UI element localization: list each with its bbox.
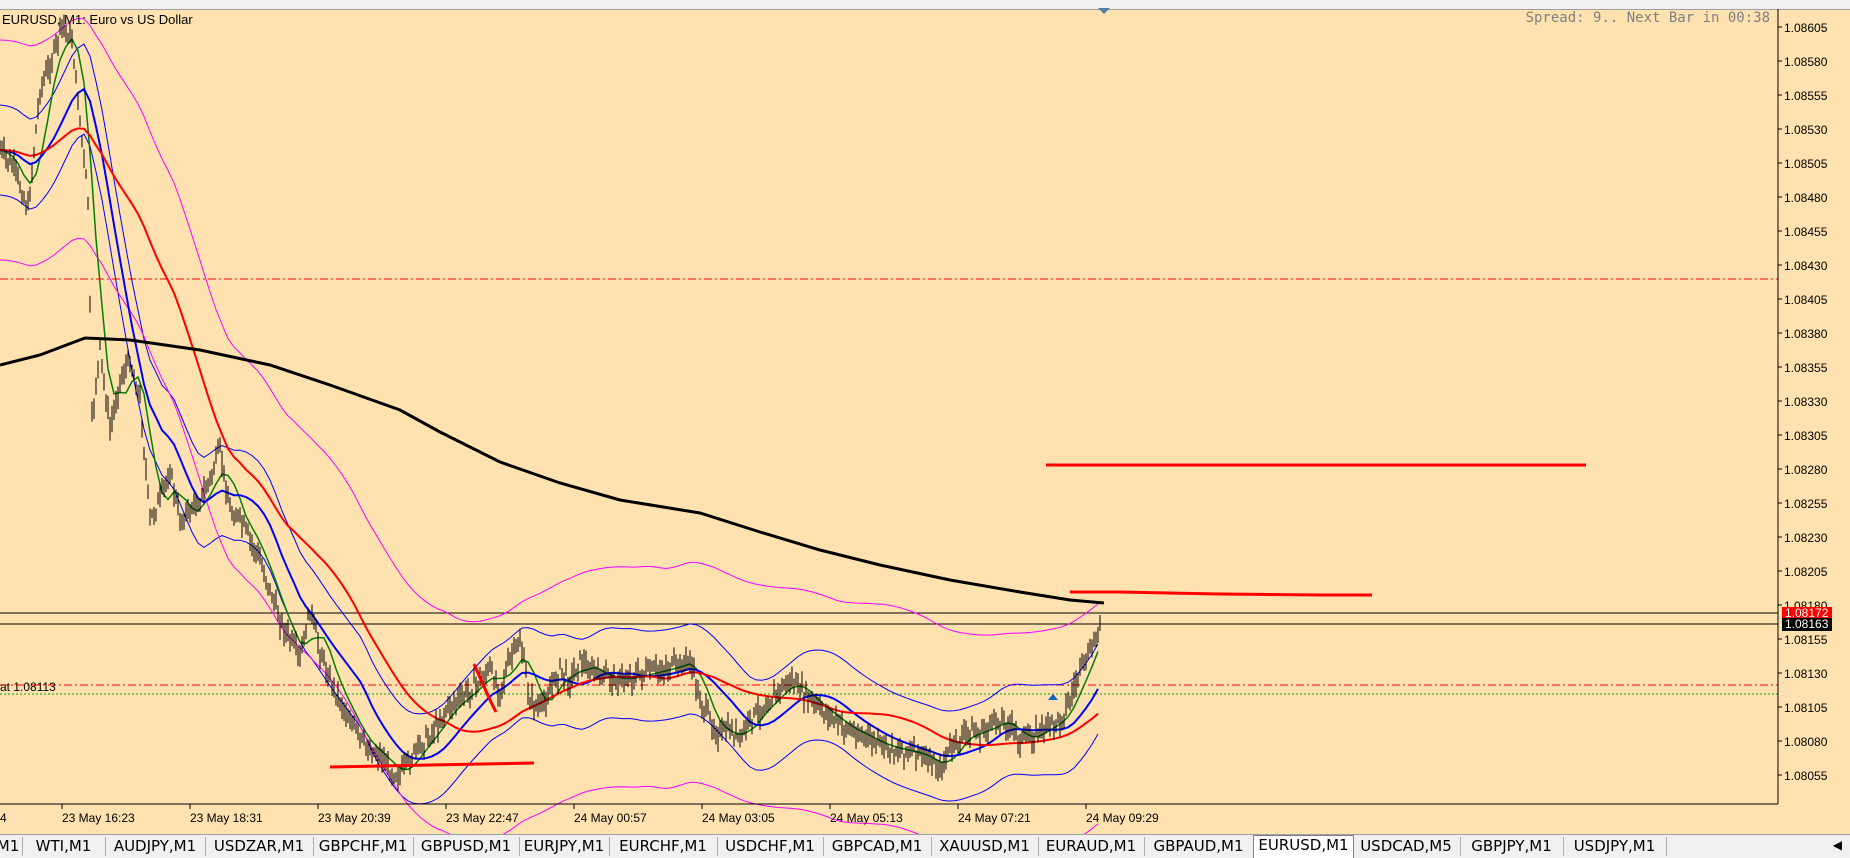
price-axis-label: 1.08080 bbox=[1784, 735, 1828, 749]
chart-tab-gbpjpy-m1[interactable]: GBPJPY,M1 bbox=[1460, 837, 1564, 856]
chart-tab-gbpaud-m1[interactable]: GBPAUD,M1 bbox=[1144, 837, 1254, 856]
chart-tab-usdzar-m1[interactable]: USDZAR,M1 bbox=[205, 837, 314, 856]
band-blue-upper bbox=[0, 43, 1099, 715]
triangle-left-icon[interactable]: ◀ bbox=[1832, 838, 1842, 852]
time-axis-label: 24 May 00:57 bbox=[574, 811, 647, 825]
ma-blue-line bbox=[0, 87, 1099, 760]
price-axis-label: 1.08205 bbox=[1784, 565, 1828, 579]
horizontal-line-label: at 1.08113 bbox=[0, 680, 56, 694]
time-axis-label: 23 May 20:39 bbox=[318, 811, 391, 825]
chart-tab-eurjpy-m1[interactable]: EURJPY,M1 bbox=[519, 837, 610, 856]
band-magenta-lower bbox=[0, 237, 1099, 834]
price-axis-label: 1.08130 bbox=[1784, 667, 1828, 681]
level-lines-layer bbox=[329, 463, 1586, 769]
time-axis-label: 24 May 09:29 bbox=[1086, 811, 1159, 825]
time-axis-label: 23 May 22:47 bbox=[446, 811, 519, 825]
chart-tab-eurchf-m1[interactable]: EURCHF,M1 bbox=[609, 837, 718, 856]
price-axis-label: 1.08255 bbox=[1784, 497, 1828, 511]
price-axis-label: 1.08580 bbox=[1784, 55, 1828, 69]
price-axis-label: 1.08455 bbox=[1784, 225, 1828, 239]
price-axis-label: 1.08405 bbox=[1784, 293, 1828, 307]
price-axis-label: 1.08505 bbox=[1784, 157, 1828, 171]
price-axis-label: 1.08055 bbox=[1784, 769, 1828, 783]
moving-average-layer bbox=[0, 37, 1105, 771]
chart-tab-gbpcad-m1[interactable]: GBPCAD,M1 bbox=[823, 837, 932, 856]
chart-tab-gbpusd-m1[interactable]: GBPUSD,M1 bbox=[413, 837, 520, 856]
price-axis-label: 1.08480 bbox=[1784, 191, 1828, 205]
price-axis-label: 1.08430 bbox=[1784, 259, 1828, 273]
price-axis-label: 1.08330 bbox=[1784, 395, 1828, 409]
chart-tab-usdjpy-m1[interactable]: USDJPY,M1 bbox=[1563, 837, 1667, 856]
price-axis-label: 1.08530 bbox=[1784, 123, 1828, 137]
chart-title: EURUSD, M1: Euro vs US Dollar bbox=[2, 12, 193, 27]
chart-tab-wti-m1[interactable]: WTI,M1 bbox=[22, 837, 106, 856]
time-axis-label: 23 May 16:23 bbox=[62, 811, 135, 825]
chart-tab-gbpchf-m1[interactable]: GBPCHF,M1 bbox=[313, 837, 414, 856]
window-top-bar bbox=[0, 0, 1850, 10]
support-segment bbox=[329, 761, 535, 769]
time-axis-label: 24 May 05:13 bbox=[830, 811, 903, 825]
price-axis-label: 1.08105 bbox=[1784, 701, 1828, 715]
band-magenta-upper bbox=[0, 17, 1099, 636]
ask-price-badge: 1.08172 bbox=[1785, 606, 1829, 620]
resistance-segment bbox=[1070, 590, 1372, 597]
ma-red-line bbox=[0, 127, 1099, 747]
chart-tab-eurusd-m1[interactable]: EURUSD,M1 bbox=[1253, 835, 1354, 858]
bid-price-badge: 1.08163 bbox=[1785, 617, 1829, 631]
price-axis-label: 1.08230 bbox=[1784, 531, 1828, 545]
chart-tab-xauusd-m1[interactable]: XAUUSD,M1 bbox=[931, 837, 1039, 856]
price-axis-label: 1.08355 bbox=[1784, 361, 1828, 375]
price-axis-label: 1.08380 bbox=[1784, 327, 1828, 341]
candle-layer bbox=[0, 14, 1101, 791]
chart-tab-audjpy-m1[interactable]: AUDJPY,M1 bbox=[105, 837, 206, 856]
price-axis-label: 1.08305 bbox=[1784, 429, 1828, 443]
ma-green-line bbox=[0, 37, 1099, 771]
bid-price-badge-bg bbox=[1782, 618, 1832, 631]
price-axis-label: 1.08555 bbox=[1784, 89, 1828, 103]
time-axis-label: 24 May 03:05 bbox=[702, 811, 775, 825]
chart-tab-strip: M1 WTI,M1 AUDJPY,M1 USDZAR,M1 GBPCHF,M1 GBPUS… bbox=[0, 834, 1850, 858]
price-axis-label: 1.08605 bbox=[1784, 21, 1828, 35]
chart-tab-usdchf-m1[interactable]: USDCHF,M1 bbox=[717, 837, 824, 856]
chart-area[interactable]: 1.08605 1.08580 1.08555 1.08530 1.08505 1.084… bbox=[0, 0, 1850, 834]
price-axis-layer: 1.08605 1.08580 1.08555 1.08530 1.08505 1.084… bbox=[0, 9, 1828, 805]
chart-tab-usdcad-m5[interactable]: USDCAD,M5 bbox=[1352, 837, 1461, 856]
bands-layer bbox=[0, 17, 1099, 834]
chart-tab-euraud-m1[interactable]: EURAUD,M1 bbox=[1038, 837, 1145, 856]
time-axis-layer: 23 May 16:23 23 May 18:31 23 May 20:39 23 M… bbox=[61, 804, 1159, 825]
trend-mark-segment bbox=[472, 663, 498, 713]
spread-info: Spread: 9.. Next Bar in 00:38 bbox=[1526, 10, 1770, 26]
band-blue-lower bbox=[0, 133, 1099, 805]
ask-price-badge-bg bbox=[1782, 607, 1832, 620]
time-axis-label: 23 May 18:31 bbox=[190, 811, 263, 825]
chart-grid-layer bbox=[0, 278, 1778, 695]
price-chart[interactable]: 1.08605 1.08580 1.08555 1.08530 1.08505 1.084… bbox=[0, 0, 1850, 834]
time-axis-label: 24 May 07:21 bbox=[958, 811, 1031, 825]
trade-arrow-icon bbox=[1048, 694, 1058, 700]
chart-shift-marker-icon[interactable] bbox=[1098, 8, 1110, 14]
price-axis-label: 1.08280 bbox=[1784, 463, 1828, 477]
price-axis-label: 1.08155 bbox=[1784, 633, 1828, 647]
chart-tab-m1[interactable]: M1 bbox=[0, 837, 23, 856]
time-axis-fragment: 4 bbox=[0, 811, 7, 825]
ma-long-line bbox=[0, 336, 1105, 605]
